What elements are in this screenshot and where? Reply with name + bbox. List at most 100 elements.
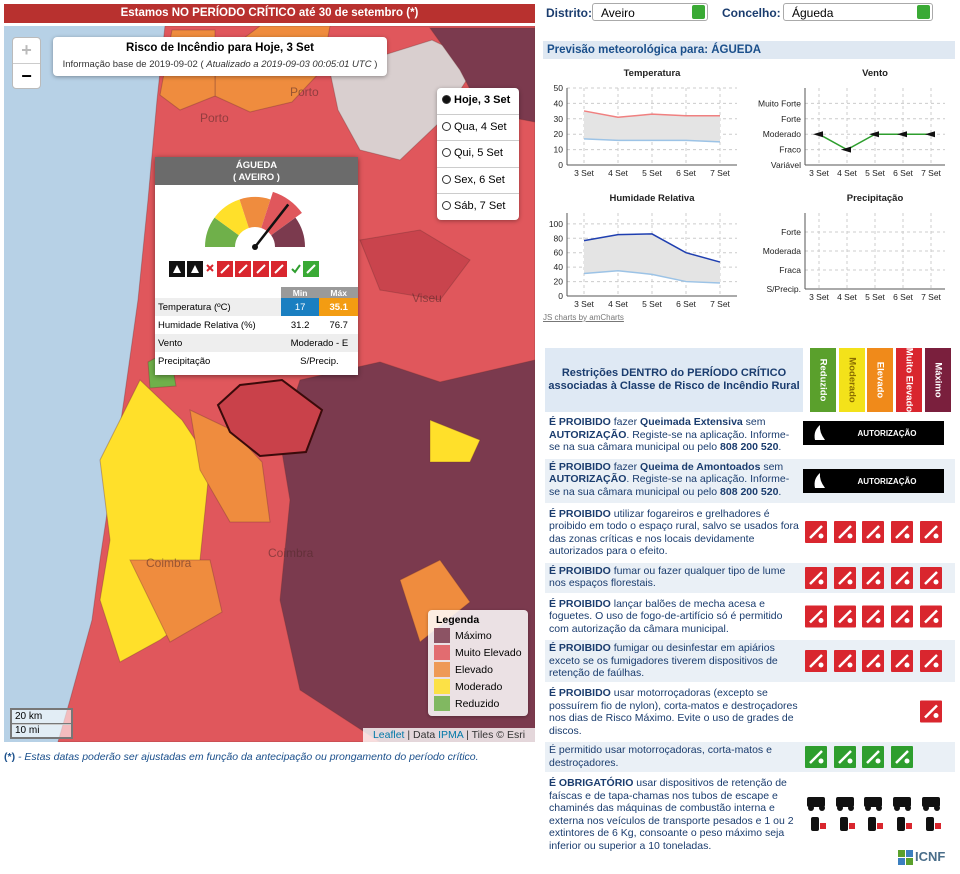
x-tick-label: 6 Set bbox=[893, 292, 913, 302]
text-segment: É permitido usar motorroçadoras, corta-m… bbox=[549, 744, 772, 769]
fire-glyph bbox=[814, 472, 825, 488]
popup-district: ( AVEIRO ) bbox=[233, 172, 280, 183]
radio bbox=[442, 148, 451, 158]
place-labels: Porto Porto Viseu Coimbra Coimbra bbox=[146, 85, 442, 570]
radio bbox=[442, 201, 451, 211]
col-min: Min bbox=[280, 287, 320, 298]
day-option[interactable]: Sex, 6 Set bbox=[437, 168, 519, 195]
text-segment: fazer bbox=[610, 460, 641, 473]
icon-glyph bbox=[904, 579, 910, 584]
icon-glyph bbox=[933, 617, 939, 623]
text-segment: AUTORIZAÇÃO bbox=[549, 473, 627, 485]
risk-level-column: Máximo bbox=[925, 348, 951, 412]
x-tick-label: 5 Set bbox=[642, 168, 662, 178]
place-label: Porto bbox=[200, 111, 229, 125]
requirement-icon bbox=[935, 823, 941, 829]
day-label: Qua, 4 Set bbox=[454, 120, 507, 133]
ipma-link[interactable]: IPMA bbox=[438, 729, 464, 741]
restriction-icons bbox=[803, 563, 955, 593]
legend: Legenda Máximo Muito Elevado Elevado Modera… bbox=[428, 610, 528, 716]
icon-glyph bbox=[838, 570, 852, 585]
icon-glyph bbox=[904, 758, 910, 764]
leaflet-link[interactable]: Leaflet bbox=[372, 729, 405, 741]
y-tick-label: Forte bbox=[781, 114, 801, 124]
text-segment: É PROIBIDO bbox=[549, 687, 611, 699]
zoom-out[interactable]: − bbox=[21, 66, 32, 86]
x-tick-label: 4 Set bbox=[837, 292, 857, 302]
municipality-select[interactable]: Águeda bbox=[783, 3, 933, 21]
radio bbox=[442, 95, 451, 104]
restriction-text: É PROIBIDO fazer Queimada Extensiva sem … bbox=[545, 414, 803, 456]
restrictions-table: É PROIBIDO fazer Queimada Extensiva sem … bbox=[545, 414, 955, 858]
y-tick-label: Variável bbox=[771, 160, 801, 170]
day-option[interactable]: Qua, 4 Set bbox=[437, 115, 519, 142]
y-tick-label: 20 bbox=[554, 277, 564, 287]
footnote-text: - Estas datas poderão ser ajustadas em f… bbox=[15, 751, 479, 763]
wind-value: Moderado - E bbox=[280, 334, 358, 352]
range-band bbox=[584, 110, 720, 142]
day-option[interactable]: Qui, 5 Set bbox=[437, 141, 519, 168]
scale-km: 20 km bbox=[10, 708, 73, 725]
temp-max: 35.1 bbox=[319, 298, 358, 316]
requirement-icon bbox=[848, 805, 854, 811]
legend-item: Máximo bbox=[428, 628, 528, 645]
icons bbox=[805, 520, 942, 543]
icon-glyph bbox=[895, 750, 909, 764]
restrictions-header: Restrições DENTRO do PERÍODO CRÍTICO ass… bbox=[545, 348, 955, 412]
district-select[interactable]: Aveiro bbox=[592, 3, 708, 21]
icon-glyph bbox=[838, 609, 852, 623]
requirement-icon bbox=[922, 797, 940, 807]
legend-item: Elevado bbox=[428, 662, 528, 679]
zoom-in[interactable]: + bbox=[13, 38, 40, 64]
requirement-icon bbox=[819, 805, 825, 811]
risk-level-column: Reduzido bbox=[810, 348, 836, 412]
requirement-icon bbox=[836, 797, 854, 807]
icon-glyph bbox=[924, 654, 938, 668]
x-tick-label: 7 Set bbox=[710, 299, 730, 309]
select-value: Águeda bbox=[792, 6, 834, 20]
icon-glyph bbox=[173, 265, 181, 273]
icon-glyph bbox=[875, 662, 881, 668]
y-tick-label: Forte bbox=[781, 227, 801, 237]
risk-level-label: Muito Elevado bbox=[903, 347, 915, 413]
requirement-icon bbox=[864, 797, 882, 807]
risk-icons bbox=[169, 261, 319, 277]
text-segment: . bbox=[778, 485, 782, 498]
legend-item: Muito Elevado bbox=[428, 645, 528, 662]
text-segment: É OBRIGATÓRIO bbox=[549, 777, 634, 789]
y-tick-label: 40 bbox=[554, 262, 564, 272]
select-arrow bbox=[917, 5, 930, 19]
text-segment: Queima de Amontoados bbox=[640, 460, 761, 473]
icon-glyph bbox=[818, 617, 824, 623]
region bbox=[429, 419, 481, 463]
text-segment: fumigar ou desinfestar em apiários excet… bbox=[549, 642, 778, 679]
restriction-row: É PROIBIDO utilizar fogareiros e grelhad… bbox=[545, 506, 955, 560]
info-base: Informação base de 2019-09-02 ( bbox=[62, 59, 204, 70]
y-tick-label: 10 bbox=[554, 145, 564, 155]
chart-credit[interactable]: JS charts by amCharts bbox=[543, 313, 624, 322]
icon-glyph bbox=[904, 533, 910, 538]
selected-municipality[interactable] bbox=[216, 378, 324, 458]
wind-arrow bbox=[925, 131, 935, 138]
x-tick-label: 4 Set bbox=[837, 168, 857, 178]
risk-level-column: Moderado bbox=[839, 348, 865, 412]
requirement-icon bbox=[876, 805, 882, 811]
restriction-row: É permitido usar motorroçadoras, corta-m… bbox=[545, 742, 955, 772]
requirement-icon bbox=[934, 805, 940, 811]
y-tick-label: 100 bbox=[549, 219, 563, 229]
wind-arrow bbox=[813, 131, 823, 138]
popup-header: ÁGUEDA ( AVEIRO ) bbox=[155, 157, 358, 185]
requirement-icon bbox=[837, 805, 843, 811]
y-tick-label: Muito Forte bbox=[758, 98, 801, 108]
requirement-icon bbox=[906, 823, 912, 829]
fire-glyph bbox=[814, 425, 825, 440]
chart-title: Humidade Relativa bbox=[610, 193, 696, 204]
x-tick-label: 4 Set bbox=[608, 299, 628, 309]
hum-min: 31.2 bbox=[290, 319, 310, 331]
risk-level-label: Elevado bbox=[874, 361, 886, 399]
day-option[interactable]: Sáb, 7 Set bbox=[437, 194, 519, 220]
day-option[interactable]: Hoje, 3 Set bbox=[437, 88, 519, 115]
x-tick-label: 6 Set bbox=[676, 299, 696, 309]
text-segment: utilizar fogareiros e grelhadores é proi… bbox=[549, 507, 799, 558]
zoom-control: + − bbox=[12, 37, 41, 89]
